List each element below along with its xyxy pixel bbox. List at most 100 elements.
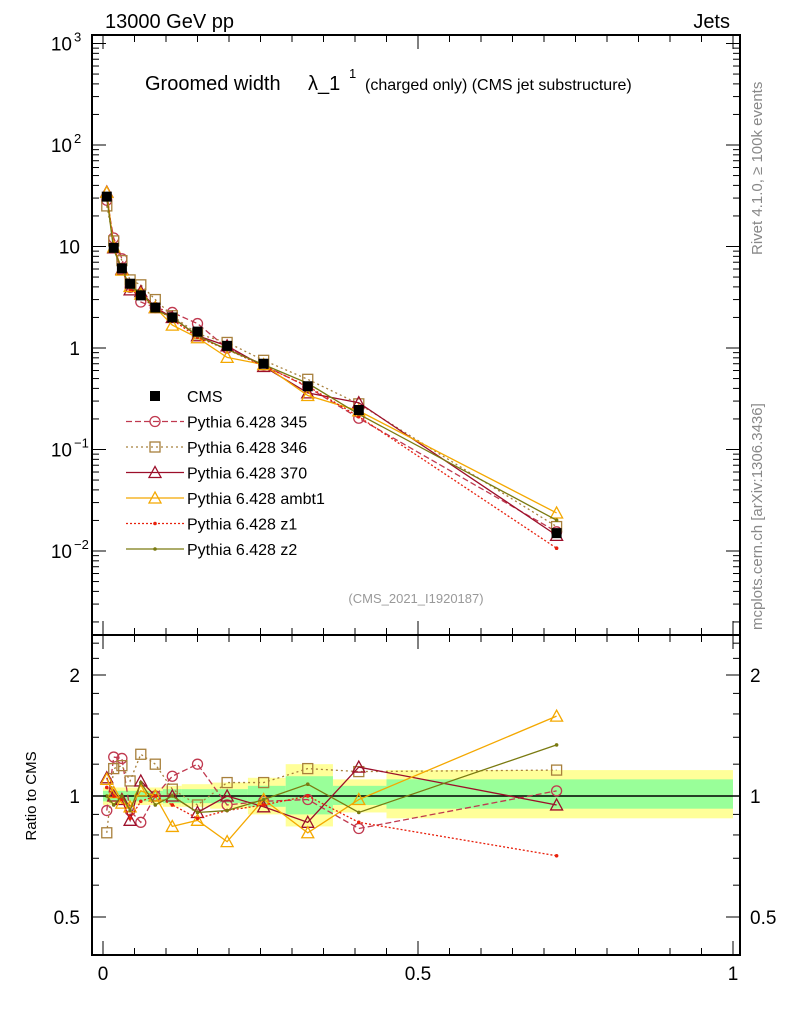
cms-data-point bbox=[167, 312, 178, 323]
ratio-y-tick-label-left: 1 bbox=[69, 787, 80, 808]
series-1-ratio-point bbox=[302, 762, 314, 775]
series-0-ratio-point bbox=[101, 804, 113, 817]
series-5-ratio-point bbox=[195, 810, 200, 815]
series-1-ratio-point bbox=[257, 776, 270, 789]
series-4-ratio-point bbox=[153, 794, 158, 798]
y-tick-label: 10 bbox=[59, 238, 80, 259]
series-5-ratio-point bbox=[554, 743, 559, 747]
ratio-panel-curves bbox=[99, 708, 564, 858]
curves bbox=[99, 184, 564, 858]
series-4-ratio-point bbox=[195, 816, 200, 821]
series-0-ratio-point bbox=[116, 752, 128, 765]
y-tick-label: 10 bbox=[51, 441, 72, 462]
cms-data-point bbox=[551, 528, 562, 539]
legend: CMS Pythia 6.428 345 Pythia 6.428 346 Pythi… bbox=[126, 389, 325, 559]
series-3-ratio-line bbox=[106, 715, 557, 843]
series-1-ratio-point bbox=[108, 762, 120, 775]
series-4-ratio-point bbox=[554, 853, 559, 858]
series-2-ratio-point bbox=[122, 812, 138, 826]
legend-label: Pythia 6.428 z2 bbox=[187, 542, 297, 559]
legend-marker bbox=[147, 465, 163, 479]
series-5-ratio-point bbox=[104, 794, 109, 798]
series-0-ratio-line bbox=[106, 756, 557, 830]
series-0-ratio-point bbox=[550, 785, 563, 797]
ratio-y-tick-label-right: 0.5 bbox=[750, 908, 776, 929]
series-4-ratio-point bbox=[170, 803, 175, 807]
series-4-line bbox=[106, 194, 557, 549]
series-3-ratio-point bbox=[148, 788, 163, 802]
series-5-ratio-point bbox=[128, 808, 132, 813]
series-5-ratio-point bbox=[170, 794, 175, 798]
legend-marker bbox=[147, 490, 163, 504]
legend-marker bbox=[153, 521, 157, 526]
series-4-ratio-point bbox=[305, 794, 310, 798]
cms-data-point bbox=[222, 340, 233, 351]
main-panel-curves bbox=[99, 184, 564, 551]
series-3-line bbox=[106, 192, 557, 514]
series-4-ratio-point bbox=[104, 785, 109, 790]
cms-data-point bbox=[150, 302, 161, 313]
series-5-ratio-point bbox=[261, 797, 266, 802]
series-1-ratio-line bbox=[106, 753, 557, 833]
series-3-point bbox=[165, 317, 180, 331]
series-1-point bbox=[135, 279, 147, 291]
header-left: 13000 GeV pp bbox=[105, 11, 234, 33]
series-5-ratio-point bbox=[111, 803, 116, 807]
cms-data-point bbox=[116, 263, 127, 274]
series-2-point bbox=[300, 385, 315, 399]
series-0-ratio-point bbox=[108, 751, 120, 763]
analysis-label: (CMS_2021_I1920187) bbox=[348, 591, 483, 606]
y-tick-exponent: 3 bbox=[74, 30, 81, 45]
legend-marker-cms bbox=[150, 391, 160, 401]
series-5-point bbox=[554, 518, 559, 523]
side-text-mcplots: mcplots.cern.ch [arXiv:1306.3436] bbox=[749, 403, 766, 630]
legend-marker bbox=[153, 547, 157, 551]
series-1-ratio-point bbox=[550, 764, 563, 776]
legend-marker bbox=[149, 415, 161, 428]
cms-data-point bbox=[108, 242, 119, 253]
series-1-ratio-point bbox=[149, 758, 161, 770]
title-symbol: λ_1 bbox=[308, 73, 340, 95]
legend-label-cms: CMS bbox=[187, 389, 223, 406]
series-5-ratio-point bbox=[225, 808, 229, 813]
side-text-rivet: Rivet 4.1.0, ≥ 100k events bbox=[749, 82, 766, 255]
series-4-ratio-point bbox=[356, 820, 361, 825]
y-tick-label: 10 bbox=[51, 136, 72, 157]
cms-data-point bbox=[101, 191, 112, 202]
series-4-ratio-point bbox=[111, 794, 116, 798]
series-5-ratio-point bbox=[305, 782, 310, 786]
y-tick-exponent: −1 bbox=[74, 436, 89, 451]
series-1-ratio-point bbox=[166, 783, 178, 795]
ratio-y-tick-label-right: 1 bbox=[750, 787, 761, 808]
series-1-ratio-point bbox=[191, 799, 204, 811]
y-tick-label: 10 bbox=[51, 542, 72, 563]
ratio-y-tick-label-left: 2 bbox=[69, 666, 80, 687]
cms-data-point bbox=[135, 290, 146, 301]
series-2-ratio-point bbox=[351, 759, 366, 773]
series-3-ratio-point bbox=[351, 792, 366, 806]
series-3-ratio-point bbox=[190, 812, 205, 826]
title-superscript: 1 bbox=[349, 66, 356, 81]
series-2-ratio-point bbox=[549, 797, 564, 811]
series-0-ratio-point bbox=[135, 816, 147, 828]
ratio-ylabel: Ratio to CMS bbox=[23, 751, 40, 840]
series-4-ratio-point bbox=[139, 799, 143, 804]
series-3-point bbox=[300, 388, 315, 402]
title-rest: (charged only) (CMS jet substructure) bbox=[365, 77, 632, 94]
series-1-ratio-point bbox=[101, 827, 113, 839]
y-tick-exponent: −2 bbox=[74, 537, 89, 552]
series-4-ratio-point bbox=[128, 816, 132, 821]
series-5-ratio-point bbox=[120, 794, 124, 798]
ratio-y-tick-label-right: 2 bbox=[750, 666, 761, 687]
x-tick-label: 0 bbox=[98, 964, 109, 985]
series-0-ratio-point bbox=[191, 758, 204, 770]
series-3-ratio-point bbox=[549, 708, 564, 722]
series-1-ratio-point bbox=[221, 776, 233, 789]
series-1-ratio-point bbox=[135, 748, 147, 760]
series-3-ratio-point bbox=[165, 819, 180, 833]
series-1-ratio-point bbox=[116, 759, 128, 772]
series-0-line bbox=[106, 200, 557, 533]
